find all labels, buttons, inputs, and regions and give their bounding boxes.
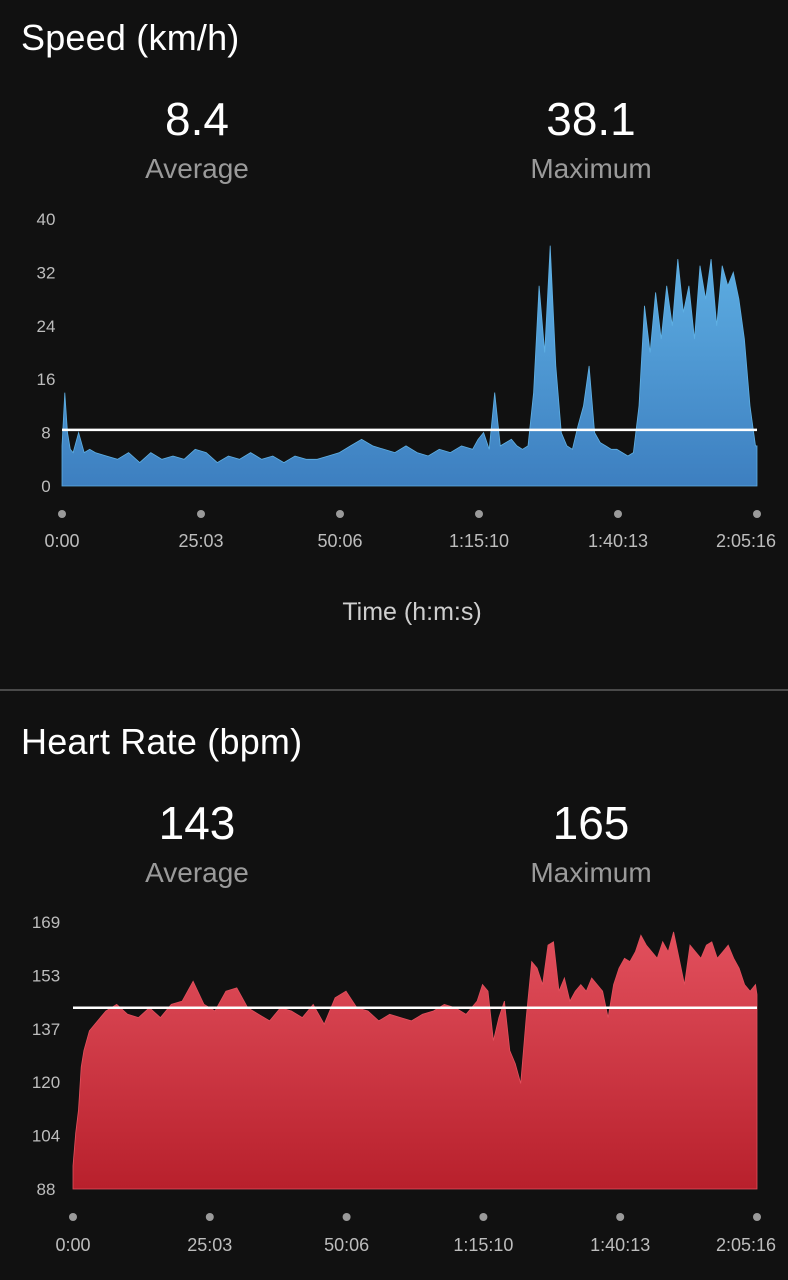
heart-rate-area-series	[72, 931, 758, 1190]
speed-maximum-label: Maximum	[530, 153, 652, 184]
speed-x-tick-dot	[614, 510, 622, 518]
speed-area-series	[61, 245, 758, 487]
speed-section: 0 8 16 24 32 40 0:00 25:03 50:06 1:15:10 1:40:13 2:…	[21, 17, 776, 626]
heart-rate-y-tick-label: 137	[32, 1020, 60, 1039]
speed-x-axis-title: Time (h:m:s)	[342, 598, 481, 626]
speed-y-tick-label: 32	[37, 263, 56, 282]
speed-x-tick-dot	[475, 510, 483, 518]
speed-x-tick-dot	[58, 510, 66, 518]
heart-rate-y-tick-label: 169	[32, 913, 60, 932]
speed-y-tick-label: 0	[41, 477, 50, 496]
speed-average-label: Average	[145, 153, 249, 184]
heart-rate-average-label: Average	[145, 857, 249, 888]
speed-chart: 0 8 16 24 32 40 0:00 25:03 50:06 1:15:10 1:40:13 2:…	[37, 210, 776, 626]
heart-rate-maximum-value: 165	[552, 797, 630, 849]
heart-rate-maximum-label: Maximum	[530, 857, 652, 888]
heart-rate-y-tick-label: 120	[32, 1073, 60, 1092]
speed-x-tick-label: 2:05:16	[716, 531, 776, 551]
heart-rate-x-tick-dot	[342, 1213, 351, 1221]
heart-rate-title: Heart Rate (bpm)	[21, 721, 303, 762]
heart-rate-x-tick-dot	[205, 1213, 214, 1221]
speed-x-tick-dot	[336, 510, 344, 518]
heart-rate-average-value: 143	[158, 797, 236, 849]
heart-rate-x-tick-label: 1:15:10	[453, 1235, 513, 1255]
heart-rate-x-tick-label: 50:06	[324, 1235, 369, 1255]
heart-rate-y-tick-label: 88	[37, 1180, 56, 1199]
speed-y-tick-label: 40	[37, 210, 56, 229]
heart-rate-x-tick-dot	[753, 1213, 761, 1221]
section-divider	[0, 689, 788, 691]
heart-rate-section: 88 104 120 137 153 169 0:00 25:03 50:06 1:15:10 1:…	[0, 692, 788, 1280]
speed-x-tick-dot	[753, 510, 761, 518]
heart-rate-x-tick-label: 1:40:13	[590, 1235, 650, 1255]
speed-x-tick-label: 1:15:10	[449, 531, 509, 551]
heart-rate-x-tick-dot	[69, 1213, 77, 1221]
heart-rate-x-tick-label: 0:00	[55, 1235, 90, 1255]
speed-maximum-value: 38.1	[546, 93, 636, 145]
speed-x-tick-label: 50:06	[317, 531, 362, 551]
heart-rate-x-tick-label: 25:03	[187, 1235, 232, 1255]
heart-rate-y-tick-label: 104	[32, 1127, 60, 1146]
heart-rate-y-tick-label: 153	[32, 966, 60, 985]
heart-rate-x-tick-label: 2:05:16	[716, 1235, 776, 1255]
speed-y-tick-label: 16	[37, 370, 56, 389]
heart-rate-chart: 88 104 120 137 153 169 0:00 25:03 50:06 1:15:10 1:…	[32, 913, 776, 1255]
speed-y-tick-label: 8	[41, 424, 50, 443]
speed-title: Speed (km/h)	[21, 17, 240, 58]
speed-average-value: 8.4	[165, 93, 229, 145]
speed-x-tick-label: 1:40:13	[588, 531, 648, 551]
heart-rate-x-tick-dot	[616, 1213, 625, 1221]
speed-x-tick-label: 0:00	[44, 531, 79, 551]
speed-x-tick-dot	[197, 510, 205, 518]
speed-y-tick-label: 24	[37, 317, 56, 336]
speed-x-tick-label: 25:03	[178, 531, 223, 551]
heart-rate-x-tick-dot	[479, 1213, 488, 1221]
